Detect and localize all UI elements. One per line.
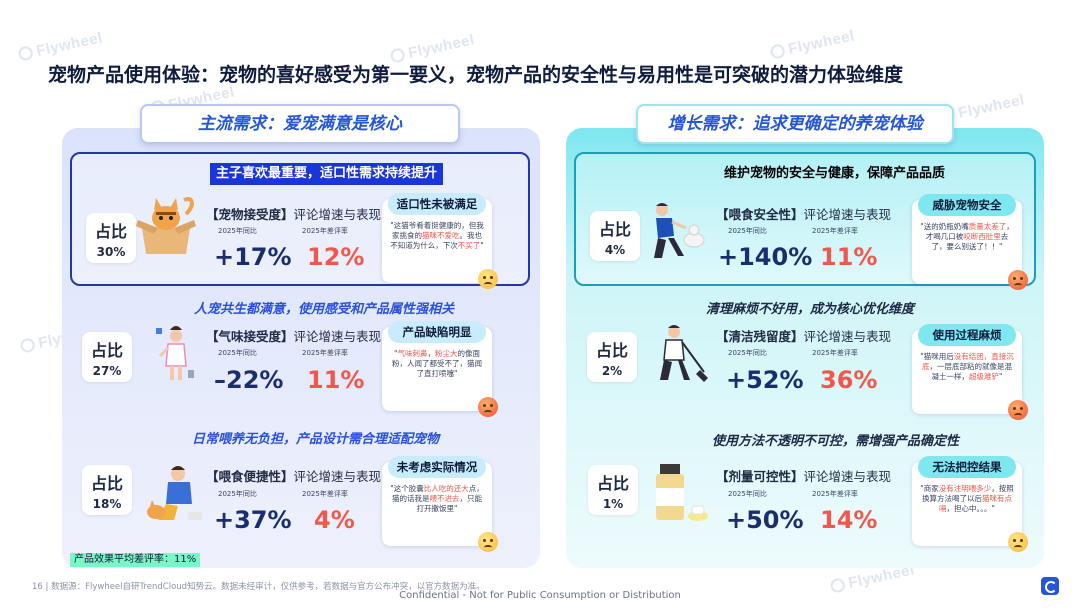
angry-face-icon [1008, 270, 1028, 290]
metric-title: 【剂量可控性】评论增速与表现 [716, 469, 892, 484]
medicine-bottle-illustration [656, 464, 708, 521]
growth-label: 2025年同比 [728, 490, 767, 498]
metric-title: 【喂食安全性】评论增速与表现 [716, 207, 892, 222]
cat-in-box-illustration [136, 197, 196, 254]
share-box: 占比 4% [590, 211, 640, 261]
metric-title: 【气味接受度】评论增速与表现 [206, 329, 382, 344]
comment-bubble: 无法把控结果 "商家没有注明喂多少，按照换算方法喝了以后猫咪有点嗝，担心中。。。… [912, 456, 1028, 552]
person-with-dog-illustration [654, 203, 705, 258]
bubble-text: "气味刺鼻，粉尘大的像面粉，人闻了都受不了，猫闻了直打喷嚏" [392, 349, 482, 378]
section-title: 使用方法不透明不可控，需增强产品确定性 [712, 434, 960, 449]
share-value: 18% [92, 497, 122, 511]
bubble-text: "这个胶囊比人吃的还大点，猫的话我是喂不进去，只能打开撒饭里" [390, 484, 484, 513]
growth-value: –22% [214, 366, 284, 394]
share-label: 占比 [90, 341, 123, 360]
share-value: 1% [602, 497, 624, 511]
page-title: 宠物产品使用体验：宠物的喜好感受为第一要义，宠物产品的安全性与易用性是可突破的潜… [48, 64, 904, 86]
bubble-title: 未考虑实际情况 [388, 456, 486, 478]
growth-label: 2025年同比 [728, 349, 767, 357]
share-label: 占比 [94, 222, 127, 241]
right-panel-header: 增长需求：追求更确定的养宠体验 [636, 104, 954, 144]
bubble-title: 产品缺陷明显 [388, 321, 486, 343]
left-highlight-title: 主子喜欢最重要，适口性需求持续提升 [210, 163, 444, 185]
metric-title: 【清洁残留度】评论增速与表现 [716, 329, 892, 344]
share-label: 占比 [595, 341, 628, 360]
growth-value: +17% [214, 243, 292, 271]
growth-label: 2025年同比 [728, 227, 767, 235]
share-label: 占比 [90, 474, 123, 493]
share-box: 占比 18% [82, 465, 132, 515]
share-box: 占比 30% [86, 213, 136, 263]
person-feeding-cat-illustration [147, 466, 202, 520]
bad-rate-label: 2025年差评率 [812, 349, 858, 357]
share-label: 占比 [598, 220, 631, 239]
confidential-notice: Confidential - Not for Public Consumptio… [399, 590, 681, 601]
metric-title: 【宠物接受度】评论增速与表现 [206, 207, 382, 222]
angry-face-icon [1008, 400, 1028, 420]
growth-value: +52% [726, 366, 804, 394]
brand-logo-icon [1041, 577, 1059, 595]
bad-rate-label: 2025年差评率 [302, 227, 348, 235]
comment-bubble: 适口性未被满足 "这猫爷肴着挺健康的，但我家挑食的猫咪不爱吃。我也不知道为什么，… [382, 193, 498, 289]
bad-rate-value: 11% [820, 243, 878, 271]
bubble-text: "送的奶瓶奶嘴质量太差了，才喝几口被咬断西肚里去了，要么别送了！！" [920, 222, 1014, 251]
comment-bubble: 未考虑实际情况 "这个胶囊比人吃的还大点，猫的话我是喂不进去，只能打开撒饭里" [382, 456, 498, 552]
bad-rate-value: 36% [820, 366, 878, 394]
bad-rate-label: 2025年差评率 [812, 227, 858, 235]
watermark: Flywheel [769, 27, 856, 61]
growth-value: +37% [214, 506, 292, 534]
person-sweeping-illustration [660, 325, 708, 382]
share-box: 占比 2% [587, 332, 637, 382]
footer-source: 16 | 数据源：Flywheel自研TrendCloud知势云。数据未经审计，… [32, 582, 485, 592]
growth-label: 2025年同比 [218, 490, 257, 498]
bubble-title: 适口性未被满足 [388, 193, 486, 215]
comment-bubble: 使用过程麻烦 "猫咪用后没有结团，直接沉底，一层底部粘的就像是混凝土一样，超级难… [912, 324, 1028, 420]
person-holding-nose-illustration [156, 326, 194, 380]
section-title: 日常喂养无负担，产品设计需合理适配宠物 [192, 432, 440, 447]
right-highlight-title: 维护宠物的安全与健康，保障产品品质 [718, 163, 952, 185]
growth-label: 2025年同比 [218, 227, 257, 235]
share-value: 4% [604, 243, 626, 257]
unhappy-face-icon [1008, 532, 1028, 552]
share-value: 2% [601, 364, 623, 378]
share-box: 占比 1% [588, 465, 638, 515]
bubble-text: "商家没有注明喂多少，按照换算方法喝了以后猫咪有点嗝，担心中。。。" [920, 484, 1014, 513]
bad-rate-label: 2025年差评率 [812, 490, 858, 498]
angry-face-icon [478, 397, 498, 417]
bad-rate-label: 2025年差评率 [302, 349, 348, 357]
metric-title: 【喂食便捷性】评论增速与表现 [206, 469, 382, 484]
bubble-title: 无法把控结果 [918, 456, 1016, 478]
share-label: 占比 [596, 474, 629, 493]
unhappy-face-icon [478, 269, 498, 289]
share-value: 30% [96, 245, 126, 259]
growth-value: +140% [718, 243, 813, 271]
average-bad-rate-note: 产品效果平均差评率：11% [70, 553, 201, 567]
watermark: Flywheel [17, 29, 104, 63]
growth-label: 2025年同比 [218, 349, 257, 357]
bad-rate-value: 4% [314, 506, 355, 534]
bad-rate-value: 12% [307, 243, 365, 271]
bubble-title: 威胁宠物安全 [918, 194, 1016, 216]
unhappy-face-icon [478, 532, 498, 552]
bad-rate-value: 11% [307, 366, 365, 394]
bad-rate-value: 14% [820, 506, 878, 534]
bubble-text: "这猫爷肴着挺健康的，但我家挑食的猫咪不爱吃。我也不知道为什么，下次不买了" [390, 221, 484, 250]
left-panel-header: 主流需求：爱宠满意是核心 [140, 104, 460, 144]
section-title: 人宠共生都满意，使用感受和产品属性强相关 [194, 302, 455, 317]
comment-bubble: 威胁宠物安全 "送的奶瓶奶嘴质量太差了，才喝几口被咬断西肚里去了，要么别送了！！… [912, 194, 1028, 290]
share-value: 27% [92, 364, 122, 378]
bad-rate-label: 2025年差评率 [302, 490, 348, 498]
share-box: 占比 27% [82, 332, 132, 382]
comment-bubble: 产品缺陷明显 "气味刺鼻，粉尘大的像面粉，人闻了都受不了，猫闻了直打喷嚏" [382, 321, 498, 417]
bubble-text: "猫咪用后没有结团，直接沉底，一层底部粘的就像是混凝土一样，超级难铲" [920, 352, 1014, 381]
section-title: 清理麻烦不好用，成为核心优化维度 [706, 302, 915, 317]
growth-value: +50% [726, 506, 804, 534]
bubble-title: 使用过程麻烦 [918, 324, 1016, 346]
